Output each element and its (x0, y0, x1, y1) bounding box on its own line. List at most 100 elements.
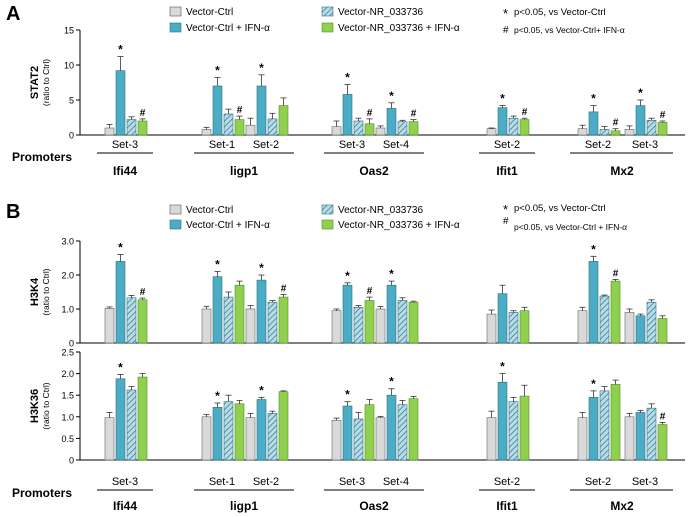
bar (331, 419, 342, 461)
significance-hash: # (613, 268, 619, 279)
significance-hash: # (140, 108, 146, 119)
bar (353, 306, 364, 344)
legend-swatch-vector-ctrl (169, 6, 182, 17)
bar (610, 130, 621, 136)
bar (635, 315, 646, 344)
set-label: Set-1 (209, 476, 235, 488)
bar (256, 85, 267, 136)
legend-b: Vector-Ctrl Vector-Ctrl + IFN-α Vector-N… (169, 202, 627, 232)
y-tick-label: 0 (69, 131, 74, 141)
significance-star: * (345, 388, 350, 402)
bar (508, 401, 519, 461)
bar (386, 394, 397, 461)
bar (508, 312, 519, 344)
significance-hash: # (237, 105, 243, 116)
legend-label-vector-ctrl: Vector-Ctrl (186, 7, 233, 18)
set-label: Set-2 (585, 476, 611, 488)
legend-a: Vector-Ctrl Vector-Ctrl + IFN-α Vector-N… (169, 6, 625, 36)
gene-label: ligp1 (230, 164, 258, 178)
significance-star: * (118, 360, 123, 374)
bar (278, 105, 289, 136)
bar (364, 404, 375, 461)
legend-label-vector-nr-b: Vector-NR_033736 (338, 205, 423, 216)
set-label: Set-1 (209, 139, 235, 151)
set-label: Set-4 (383, 476, 409, 488)
legend-swatch-vector-nr (321, 6, 334, 17)
bar (486, 417, 497, 461)
bar (657, 122, 668, 136)
gene-label: Mx2 (610, 164, 634, 178)
bar (408, 121, 419, 136)
bar (278, 296, 289, 344)
bar (497, 381, 508, 461)
bar (267, 118, 278, 136)
legend-label-vector-ctrl-ifn: Vector-Ctrl + IFN-α (186, 23, 270, 34)
significance-star: * (118, 43, 123, 57)
significance-hash: # (140, 287, 146, 298)
bar (278, 391, 289, 461)
legend-sig-hash-symbol-b: # (503, 216, 509, 227)
y-tick-label: 5 (69, 96, 74, 106)
bar (610, 280, 621, 344)
significance-star: * (345, 71, 350, 85)
significance-star: * (500, 360, 505, 374)
legend-swatch-vector-ctrl-ifn-b (169, 219, 182, 230)
significance-star: * (591, 92, 596, 106)
legend-swatch-vector-nr-ifn-b (321, 219, 334, 230)
set-label: Set-4 (383, 139, 409, 151)
bar (635, 105, 646, 136)
legend-label-vector-ctrl-ifn-b: Vector-Ctrl + IFN-α (186, 220, 270, 231)
bar (256, 399, 267, 461)
significance-star: * (345, 269, 350, 283)
bar (342, 405, 353, 461)
legend-sig-star-text: p<0.05, vs Vector-Ctrl (514, 7, 606, 18)
y-axis-title: H3K4 (29, 277, 41, 306)
gene-label: Ifi44 (113, 164, 137, 178)
chart-panel-a: 0 5 10 15 STAT2 (ratio to Ctrl) * # * # * * # * # * # * # *… (29, 26, 685, 141)
bar (519, 395, 530, 461)
gene-label: Ifi44 (113, 499, 137, 513)
y-tick-label: 0.5 (61, 434, 74, 444)
chart-panel-b-top: 0 1.0 2.0 3.0 H3K4 (ratio to Ctrl) * # * * # * # * * # (29, 237, 685, 349)
bar (223, 401, 234, 461)
bar (115, 378, 126, 461)
bar (212, 85, 223, 136)
gene-label: Mx2 (610, 499, 634, 513)
set-label: Set-3 (339, 476, 365, 488)
bar (588, 397, 599, 461)
gene-label: Oas2 (359, 499, 389, 513)
bar (234, 119, 245, 136)
significance-hash: # (613, 118, 619, 129)
promoter-row: Set-3 Ifi44 Set-1 Set-2 ligp1 Set-3 Set-4 Oas2 S… (97, 476, 673, 513)
significance-star: * (259, 383, 264, 397)
bar (104, 308, 115, 344)
legend-label-vector-nr-ifn: Vector-NR_033736 + IFN-α (338, 23, 460, 34)
y-tick-label: 1.0 (61, 305, 74, 315)
bar (375, 127, 386, 136)
bar (646, 407, 657, 461)
significance-hash: # (367, 286, 373, 297)
y-axis-subtitle: (ratio to Ctrl) (41, 59, 51, 106)
bar (624, 416, 635, 461)
set-label: Set-2 (253, 476, 279, 488)
significance-hash: # (281, 283, 287, 294)
significance-hash: # (660, 110, 666, 121)
bar (137, 120, 148, 136)
bar (331, 310, 342, 344)
bar (223, 296, 234, 344)
bar (364, 123, 375, 136)
bar (331, 126, 342, 136)
bar (519, 119, 530, 136)
bar (375, 308, 386, 344)
bar (245, 417, 256, 461)
bar (137, 299, 148, 344)
legend-swatch-vector-nr-ifn (321, 22, 334, 33)
significance-star: * (118, 241, 123, 255)
significance-star: * (389, 89, 394, 103)
bar (657, 424, 668, 461)
bar (201, 129, 212, 136)
panel-label-b: B (6, 201, 20, 223)
bar (588, 261, 599, 344)
bar (201, 416, 212, 461)
